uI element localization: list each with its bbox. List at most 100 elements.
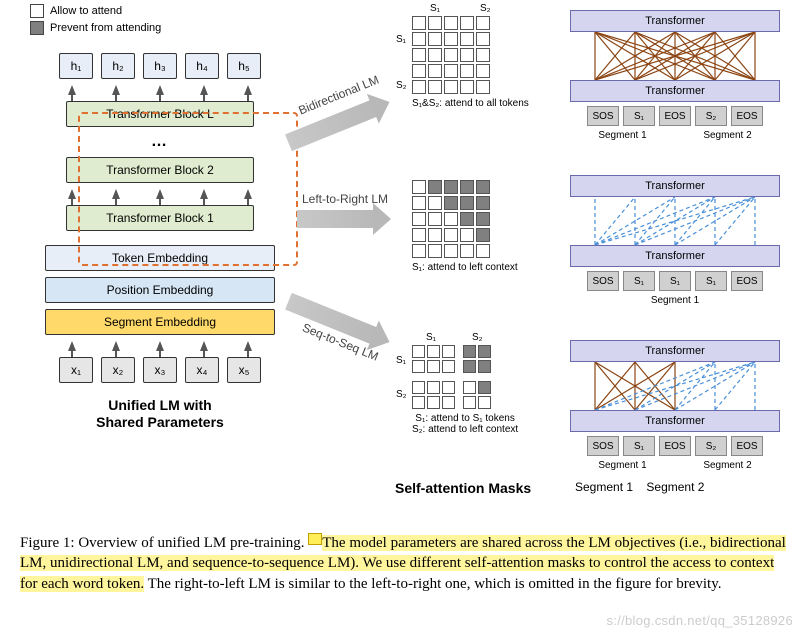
mask-cell: [428, 48, 442, 62]
seg1-bi: Segment 1: [598, 130, 646, 141]
x-box: x₄: [185, 357, 219, 383]
up-arrow-icon: [200, 341, 208, 351]
mask-cell: [412, 375, 425, 379]
up-arrow-icon: [112, 85, 120, 95]
x-box: x₁: [59, 357, 93, 383]
tokens-bi: SOSS₁EOSS₂EOS: [570, 106, 780, 126]
token-box: S₂: [695, 106, 727, 126]
mask-cell: [412, 32, 426, 46]
mask-l2r: S₁: attend to left context: [412, 180, 518, 273]
mask-cell: [428, 196, 442, 210]
x-box: x₃: [143, 357, 177, 383]
arrow-l2r-label: Left-to-Right LM: [302, 192, 388, 206]
mask-cell: [412, 48, 426, 62]
annotation-icon[interactable]: [308, 533, 322, 545]
tf-svg-s2s: [570, 362, 780, 410]
mask-cell: [476, 244, 490, 258]
mask-cell: [412, 16, 426, 30]
model-stack: h₁h₂h₃h₄h₅ Transformer Block L … Transfo…: [30, 53, 290, 431]
token-box: EOS: [731, 106, 763, 126]
mask-cell: [476, 212, 490, 226]
mask-cell: [412, 396, 425, 409]
figure-area: Allow to attend Prevent from attending h…: [0, 0, 807, 530]
mask-cell: [412, 212, 426, 226]
x-box: x₂: [101, 357, 135, 383]
mask-cell: [444, 16, 458, 30]
h-box: h₃: [143, 53, 177, 79]
mask-cell: [463, 360, 476, 373]
legend-prevent-swatch: [30, 21, 44, 35]
token-box: S₁: [623, 271, 655, 291]
mask-cell: [476, 48, 490, 62]
mask-cell: [463, 396, 476, 409]
mask-l2r-grid: [412, 180, 518, 258]
mask-cell: [476, 16, 490, 30]
mask-cell: [444, 244, 458, 258]
mask-cell: [427, 396, 440, 409]
segment-embedding: Segment Embedding: [45, 309, 275, 335]
tf-diagram-bi: Transformer Transformer SOSS₁EOSS₂EOS Se…: [570, 10, 780, 141]
tf-block-2: Transformer Block 2: [66, 157, 254, 183]
mask-cell: [460, 64, 474, 78]
up-arrow-icon: [112, 341, 120, 351]
caption-suffix: The right-to-left LM is similar to the l…: [144, 576, 721, 592]
mask-cell: [476, 196, 490, 210]
mask-s2s-cap1: S₁: attend to S₁ tokens: [415, 413, 515, 424]
token-box: EOS: [659, 106, 691, 126]
mask-cell: [444, 228, 458, 242]
mask-cell: [460, 212, 474, 226]
token-box: SOS: [587, 271, 619, 291]
mask-cell: [457, 360, 461, 373]
tf-block-L: Transformer Block L: [66, 101, 254, 127]
mask-bi-grid: [412, 16, 529, 94]
token-box: S₁: [695, 271, 727, 291]
legend: Allow to attend Prevent from attending: [30, 4, 290, 35]
tf-bar-top-s2s: Transformer: [570, 340, 780, 362]
mask-cell: [428, 80, 442, 94]
mask-cell: [463, 381, 476, 394]
mask-cell: [460, 80, 474, 94]
up-arrow-icon: [244, 341, 252, 351]
mask-cell: [460, 196, 474, 210]
up-arrow-icon: [200, 85, 208, 95]
legend-allow-swatch: [30, 4, 44, 18]
mask-bi-s1-left: S₁: [396, 34, 406, 45]
mask-cell: [463, 345, 476, 358]
h-box: h₁: [59, 53, 93, 79]
section-title-masks: Self-attention Masks: [395, 480, 531, 496]
up-arrow-icon: [68, 85, 76, 95]
stack-title: Unified LM with Shared Parameters: [96, 397, 224, 431]
mask-bi-caption: S₁&S₂: attend to all tokens: [412, 98, 529, 109]
mask-cell: [428, 244, 442, 258]
seg-row-bi: Segment 1 Segment 2: [570, 126, 780, 141]
h-box: h₄: [185, 53, 219, 79]
mask-cell: [428, 228, 442, 242]
mask-cell: [427, 375, 440, 379]
mask-cell: [478, 345, 491, 358]
mask-cell: [412, 244, 426, 258]
mask-cell: [412, 196, 426, 210]
mask-cell: [444, 212, 458, 226]
left-stack: Allow to attend Prevent from attending h…: [30, 4, 290, 431]
mask-cell: [442, 360, 455, 373]
mask-cell: [444, 80, 458, 94]
mask-cell: [476, 80, 490, 94]
arrows-h: [68, 85, 252, 95]
mask-cell: [412, 80, 426, 94]
mask-cell: [412, 345, 425, 358]
mask-cell: [460, 180, 474, 194]
mask-cell: [457, 345, 461, 358]
right-seg1: Segment 1: [575, 480, 633, 494]
tf-svg-l2r: [570, 197, 780, 245]
up-arrow-icon: [244, 189, 252, 199]
mask-cell: [444, 180, 458, 194]
seg-row-s2s: Segment 1 Segment 2: [570, 456, 780, 471]
mask-cell: [428, 180, 442, 194]
up-arrow-icon: [112, 189, 120, 199]
tf-dots: …: [151, 133, 169, 151]
mask-l2r-caption: S₁: attend to left context: [412, 262, 518, 273]
stack-title-2: Shared Parameters: [96, 414, 224, 430]
token-box: S₁: [623, 436, 655, 456]
mask-cell: [476, 32, 490, 46]
mask-cell: [427, 360, 440, 373]
